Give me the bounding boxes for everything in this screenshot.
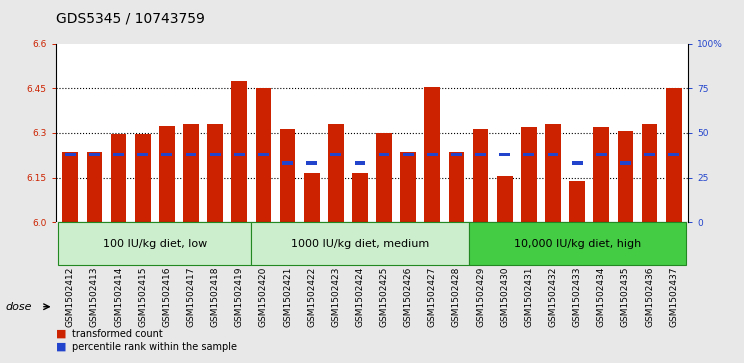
Text: dose: dose xyxy=(6,302,33,312)
Bar xyxy=(569,181,585,223)
Bar xyxy=(137,152,148,156)
Bar xyxy=(451,152,462,156)
Bar xyxy=(255,88,272,223)
Text: ■: ■ xyxy=(56,329,66,339)
Text: ■: ■ xyxy=(56,342,66,352)
Bar xyxy=(280,129,295,223)
Bar xyxy=(400,152,416,223)
Bar xyxy=(307,162,317,165)
Bar xyxy=(159,126,175,223)
Bar xyxy=(666,88,682,223)
Bar xyxy=(89,152,100,156)
Bar xyxy=(65,152,76,156)
Bar xyxy=(161,152,173,156)
Bar xyxy=(472,129,489,223)
Bar xyxy=(469,223,686,265)
Bar xyxy=(111,134,126,223)
Text: 10,000 IU/kg diet, high: 10,000 IU/kg diet, high xyxy=(513,239,641,249)
Bar xyxy=(499,152,510,156)
Bar xyxy=(183,124,199,223)
Bar xyxy=(497,176,513,223)
Bar xyxy=(304,173,319,223)
Bar xyxy=(208,124,223,223)
Bar xyxy=(231,81,247,223)
Bar xyxy=(62,152,78,223)
Bar xyxy=(210,152,220,156)
Bar xyxy=(449,152,464,223)
Bar xyxy=(594,127,609,223)
Bar xyxy=(642,124,658,223)
Text: transformed count: transformed count xyxy=(72,329,163,339)
Text: percentile rank within the sample: percentile rank within the sample xyxy=(72,342,237,352)
Text: GDS5345 / 10743759: GDS5345 / 10743759 xyxy=(56,11,205,25)
Bar xyxy=(58,223,251,265)
Bar xyxy=(330,152,341,156)
Bar xyxy=(524,152,534,156)
Bar xyxy=(668,152,679,156)
Bar xyxy=(521,127,536,223)
Bar xyxy=(135,134,150,223)
Bar xyxy=(251,223,469,265)
Bar xyxy=(545,124,561,223)
Bar xyxy=(596,152,607,156)
Bar xyxy=(379,152,390,156)
Bar xyxy=(258,152,269,156)
Bar xyxy=(427,152,437,156)
Bar xyxy=(475,152,486,156)
Bar xyxy=(548,152,559,156)
Bar xyxy=(644,152,655,156)
Text: 100 IU/kg diet, low: 100 IU/kg diet, low xyxy=(103,239,207,249)
Bar xyxy=(113,152,124,156)
Bar xyxy=(425,87,440,223)
Text: 1000 IU/kg diet, medium: 1000 IU/kg diet, medium xyxy=(291,239,429,249)
Bar xyxy=(618,131,633,223)
Bar xyxy=(282,162,293,165)
Bar xyxy=(185,152,196,156)
Bar xyxy=(376,133,392,223)
Bar xyxy=(86,152,102,223)
Bar xyxy=(234,152,245,156)
Bar xyxy=(571,162,583,165)
Bar xyxy=(328,124,344,223)
Bar xyxy=(620,162,631,165)
Bar xyxy=(354,162,365,165)
Bar xyxy=(352,173,368,223)
Bar xyxy=(403,152,414,156)
